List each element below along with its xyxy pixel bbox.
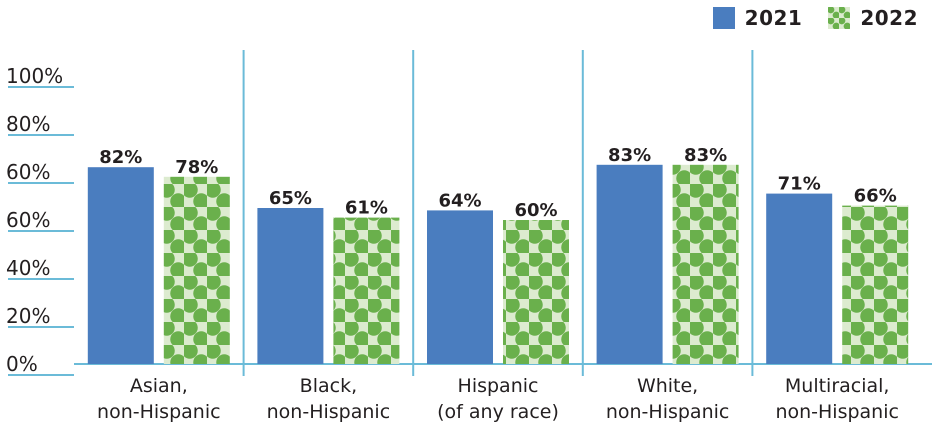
chart-labels: 82% 78% Asian, non-Hispanic 65% 61% Black, non-… (97, 145, 899, 423)
bar-2022-1 (333, 217, 400, 364)
data-label-2022-2: 60% (514, 200, 557, 221)
category-label-line: non-Hispanic (606, 401, 730, 423)
category-label-line: non-Hispanic (97, 401, 221, 423)
chart-axes: 0% 20% 40% 60% 60% 80% 100% (6, 50, 932, 376)
bar-2022-4 (842, 205, 909, 364)
bar-2021-0 (87, 167, 154, 364)
bar-2022-0 (163, 176, 230, 364)
y-tick-label: 100% (6, 64, 63, 88)
legend-label-2021: 2021 (744, 6, 803, 30)
data-label-2021-0: 82% (99, 147, 142, 168)
category-label-line: Multiracial, (785, 375, 890, 397)
bar-2021-2 (427, 210, 493, 364)
category-label-0: Asian, non-Hispanic (97, 375, 221, 423)
legend-item-2021: 2021 (712, 6, 803, 30)
data-label-2022-3: 83% (684, 145, 727, 166)
category-label-line: White, (637, 375, 698, 397)
category-label-line: Black, (300, 375, 357, 397)
data-label-2021-3: 83% (608, 145, 651, 166)
bar-2021-4 (766, 193, 833, 364)
category-label-3: White, non-Hispanic (606, 375, 730, 423)
legend-swatch-2021 (712, 7, 735, 29)
y-tick-label: 60% (6, 160, 50, 184)
bar-2022-3 (672, 164, 739, 364)
y-tick-label: 40% (6, 256, 50, 280)
category-label-line: non-Hispanic (267, 401, 391, 423)
legend: 2021 2022 (697, 6, 918, 30)
bar-2022-2 (503, 220, 569, 364)
data-label-2021-1: 65% (269, 188, 312, 209)
y-tick-label: 80% (6, 112, 50, 136)
category-label-2: Hispanic (of any race) (437, 375, 559, 423)
category-label-line: Hispanic (458, 375, 539, 397)
category-label-1: Black, non-Hispanic (267, 375, 391, 423)
data-label-2022-0: 78% (175, 157, 218, 178)
data-label-2022-1: 61% (345, 198, 388, 219)
data-label-2021-2: 64% (438, 190, 481, 211)
category-label-line: (of any race) (437, 401, 559, 423)
legend-label-2022: 2022 (860, 6, 918, 30)
category-label-line: Asian, (130, 375, 188, 397)
category-label-line: non-Hispanic (775, 401, 899, 423)
data-label-2021-4: 71% (778, 174, 821, 195)
bar-2021-3 (596, 164, 663, 364)
title-strip (0, 0, 540, 7)
category-label-4: Multiracial, non-Hispanic (775, 375, 899, 423)
y-tick-label: 0% (6, 352, 38, 376)
data-label-2022-4: 66% (854, 186, 897, 207)
legend-item-2022: 2022 (828, 6, 918, 30)
y-tick-label: 20% (6, 304, 50, 328)
bar-2021-1 (257, 208, 324, 364)
y-tick-label: 60% (6, 208, 50, 232)
legend-swatch-2022 (828, 7, 851, 29)
chart-bars (87, 164, 909, 364)
